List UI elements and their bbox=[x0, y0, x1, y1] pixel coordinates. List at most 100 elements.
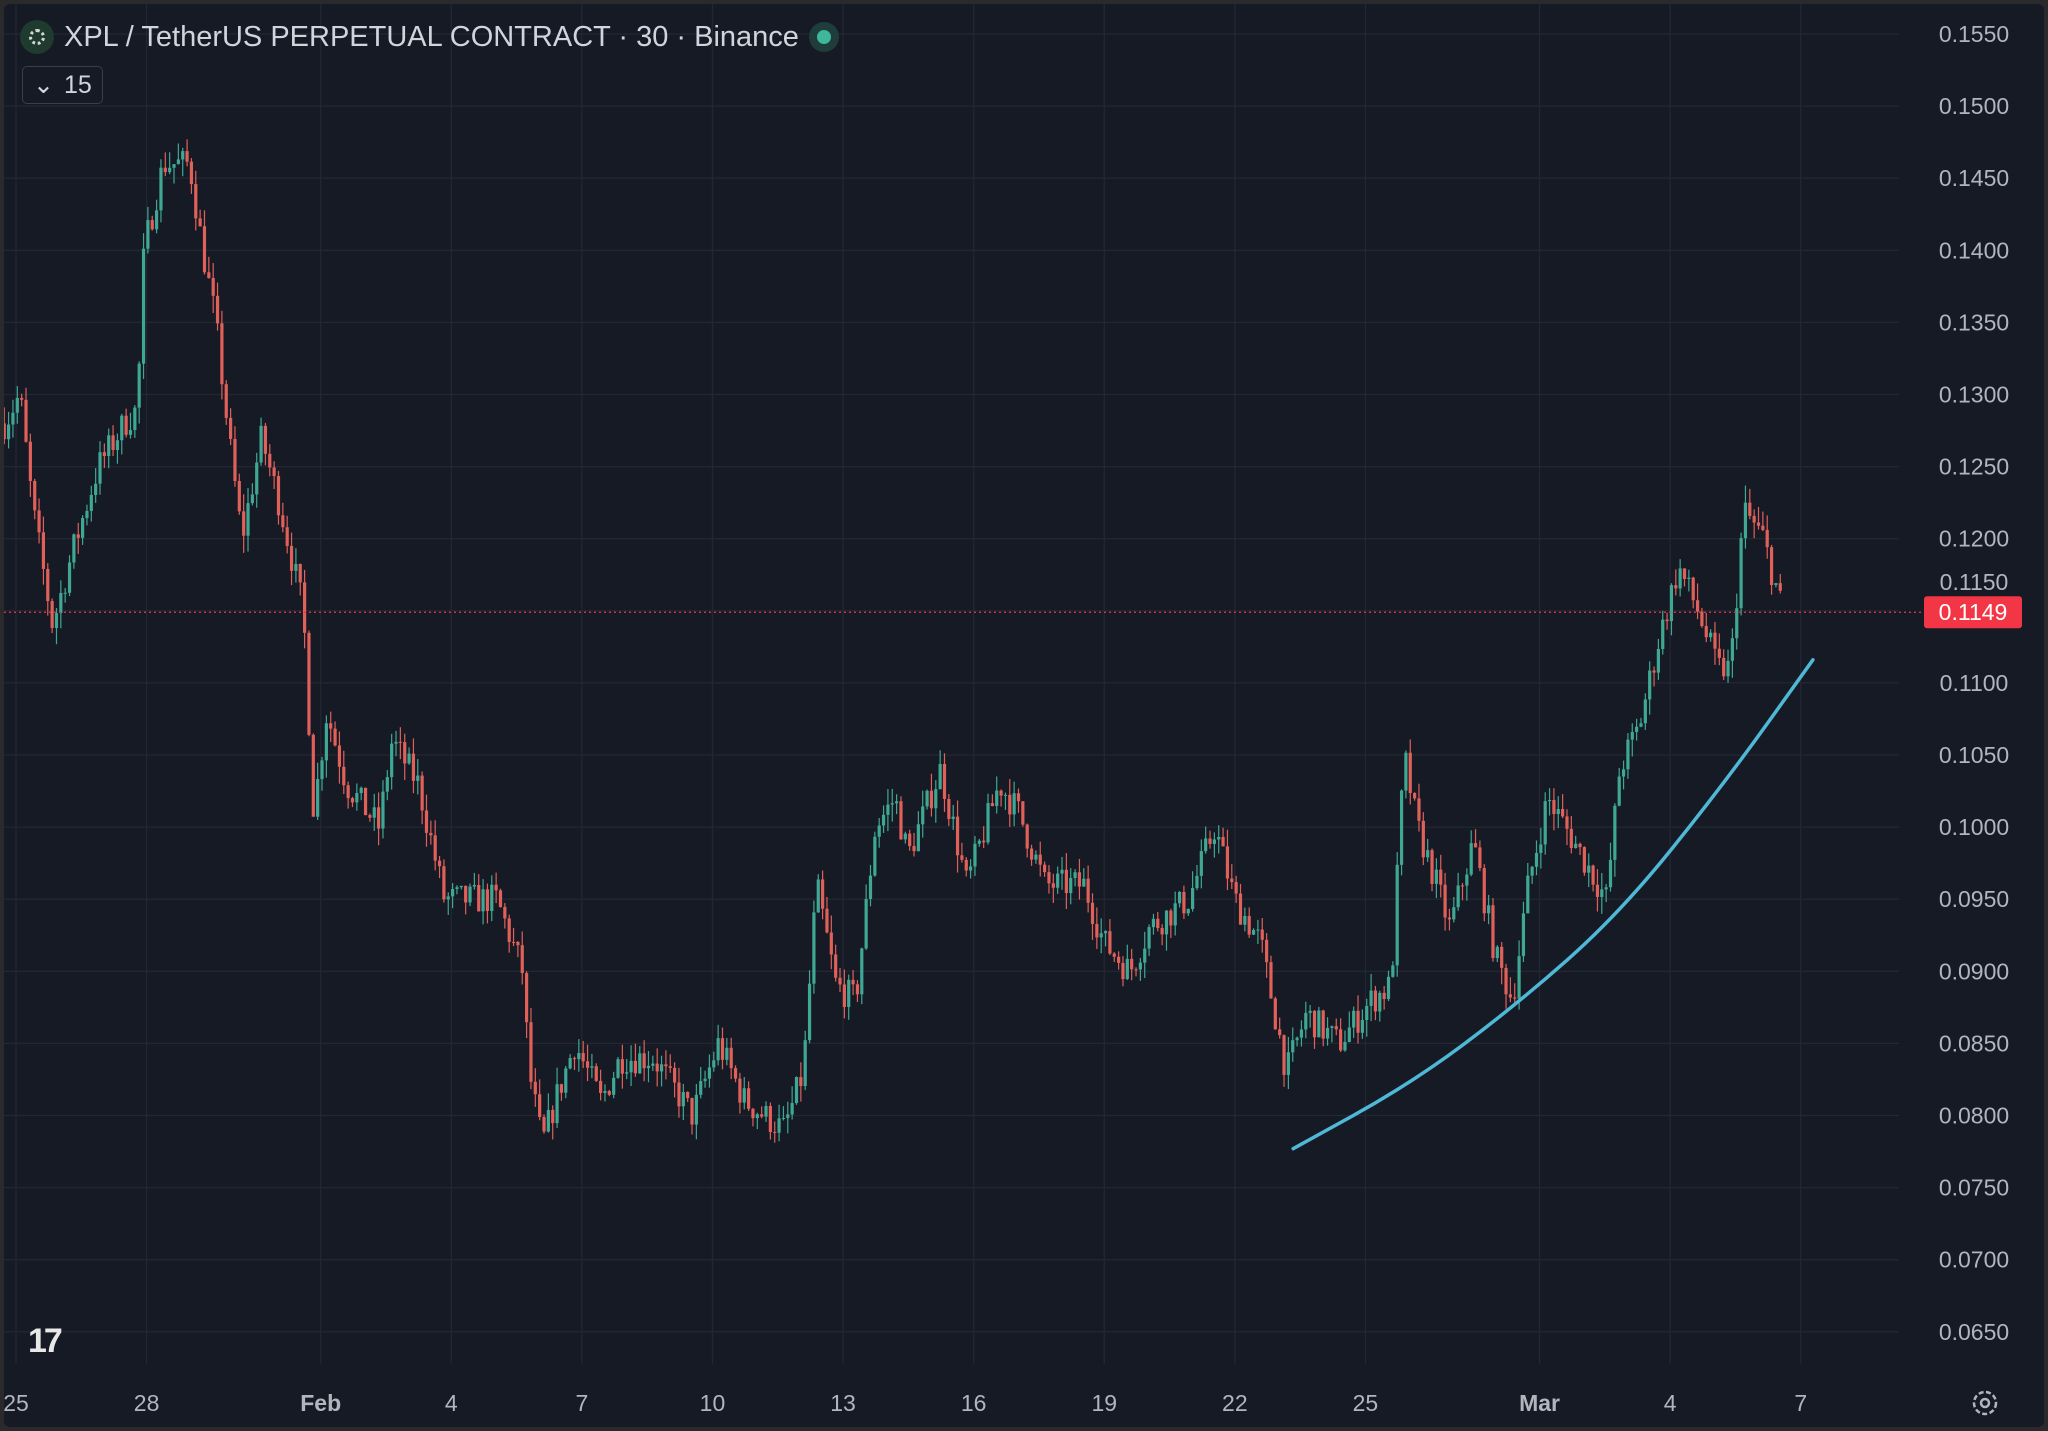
candle-body bbox=[947, 798, 951, 820]
candle-body bbox=[1547, 800, 1552, 802]
candle-body bbox=[477, 885, 481, 912]
candle-body bbox=[1752, 515, 1756, 523]
candle-body bbox=[377, 807, 381, 829]
y-tick-label: 0.1250 bbox=[1939, 454, 2009, 480]
candle-body bbox=[263, 425, 268, 454]
candle-body bbox=[1265, 939, 1269, 963]
candle-body bbox=[912, 846, 916, 852]
candle-body bbox=[1038, 854, 1042, 865]
candle-body bbox=[1669, 585, 1674, 622]
candle-body bbox=[1443, 884, 1447, 918]
candle-body bbox=[751, 1108, 755, 1119]
candle-body bbox=[194, 184, 198, 219]
symbol-logo-icon bbox=[20, 20, 54, 54]
candle-body bbox=[877, 825, 881, 837]
candle-body bbox=[420, 775, 424, 811]
candle-body bbox=[1587, 865, 1591, 873]
candle-body bbox=[468, 886, 472, 903]
y-tick-label: 0.0650 bbox=[1939, 1319, 2009, 1345]
candle-body bbox=[1709, 632, 1713, 638]
y-tick-label: 0.1050 bbox=[1939, 742, 2009, 768]
candle-body bbox=[1095, 923, 1099, 938]
candle-body bbox=[229, 417, 233, 439]
candle-body bbox=[1060, 869, 1064, 874]
candle-body bbox=[786, 1114, 790, 1118]
x-tick-label: 25 bbox=[1353, 1390, 1379, 1416]
tradingview-logo-icon[interactable]: 17 bbox=[28, 1322, 63, 1360]
candle-body bbox=[781, 1117, 786, 1119]
candle-body bbox=[760, 1114, 764, 1117]
candle-body bbox=[411, 753, 416, 781]
candle-body bbox=[316, 779, 320, 817]
candle-body bbox=[1491, 905, 1495, 959]
candle-body bbox=[459, 885, 463, 888]
candle-body bbox=[6, 424, 11, 440]
candle-body bbox=[1761, 525, 1765, 530]
candle-body bbox=[163, 167, 167, 173]
candle-body bbox=[433, 835, 437, 861]
candle-body bbox=[342, 766, 346, 786]
y-tick-label: 0.0700 bbox=[1939, 1247, 2009, 1273]
candle-body bbox=[686, 1092, 690, 1099]
candle-body bbox=[1643, 699, 1647, 724]
y-tick-label: 0.0800 bbox=[1939, 1103, 2009, 1129]
candle-body bbox=[198, 218, 202, 227]
y-tick-label: 0.1300 bbox=[1939, 382, 2009, 408]
y-tick-label: 0.1100 bbox=[1940, 670, 2009, 696]
candle-body bbox=[1134, 969, 1138, 971]
price-chart[interactable]: 0.1550 0.1500 0.1450 0.1400 0.1350 0.1300 0.12… bbox=[4, 4, 2044, 1427]
candle-body bbox=[1778, 583, 1782, 591]
candle-body bbox=[50, 601, 54, 628]
candle-body bbox=[1582, 847, 1586, 873]
candle-body bbox=[133, 407, 137, 431]
candle-body bbox=[1543, 801, 1547, 845]
candle-body bbox=[155, 210, 159, 230]
candle-body bbox=[559, 1084, 564, 1093]
candle-body bbox=[794, 1077, 799, 1104]
market-status-icon bbox=[808, 22, 839, 52]
candle-body bbox=[359, 787, 363, 794]
y-tick-label: 0.0850 bbox=[1939, 1030, 2009, 1056]
candle-body bbox=[955, 816, 960, 856]
candle-body bbox=[398, 741, 402, 743]
candle-body bbox=[1473, 843, 1478, 848]
candle-body bbox=[1008, 794, 1012, 815]
chart-frame: 0.1550 0.1500 0.1450 0.1400 0.1350 0.1300 0.12… bbox=[4, 4, 2044, 1427]
candle-body bbox=[864, 898, 868, 949]
indicator-toggle[interactable]: ⌄ 15 bbox=[22, 66, 103, 104]
symbol-title[interactable]: XPL / TetherUS PERPETUAL CONTRACT · 30 ·… bbox=[64, 20, 799, 53]
candle-body bbox=[1034, 854, 1038, 860]
candle-body bbox=[451, 888, 455, 897]
candle-body bbox=[242, 511, 246, 536]
candle-body bbox=[790, 1103, 794, 1115]
y-tick-label: 0.1150 bbox=[1940, 569, 2009, 595]
candle-body bbox=[1143, 948, 1147, 963]
candle-body bbox=[390, 743, 394, 778]
candle-body bbox=[908, 833, 912, 847]
candle-body bbox=[1016, 793, 1021, 802]
candle-body bbox=[1717, 648, 1721, 658]
candle-body bbox=[681, 1092, 685, 1107]
candle-body bbox=[1722, 657, 1726, 677]
candle-body bbox=[1730, 638, 1734, 661]
candle-body bbox=[568, 1058, 572, 1069]
candle-body bbox=[1434, 869, 1438, 884]
candle-body bbox=[633, 1060, 638, 1074]
candle-body bbox=[1138, 962, 1142, 970]
candle-body bbox=[72, 534, 76, 563]
candle-body bbox=[951, 816, 955, 820]
candle-body bbox=[572, 1058, 577, 1060]
candle-body bbox=[85, 510, 89, 519]
candle-body bbox=[825, 908, 829, 933]
settings-gear-icon[interactable] bbox=[1970, 1388, 2000, 1418]
candle-body bbox=[1360, 1020, 1364, 1033]
candle-body bbox=[1273, 998, 1277, 1030]
candle-body bbox=[829, 932, 833, 955]
candle-body bbox=[1182, 891, 1186, 914]
candle-body bbox=[1421, 820, 1425, 858]
candle-body bbox=[538, 1094, 542, 1117]
candle-body bbox=[24, 399, 28, 442]
candle-body bbox=[289, 545, 294, 571]
candle-body bbox=[67, 562, 72, 593]
candle-body bbox=[111, 435, 115, 450]
